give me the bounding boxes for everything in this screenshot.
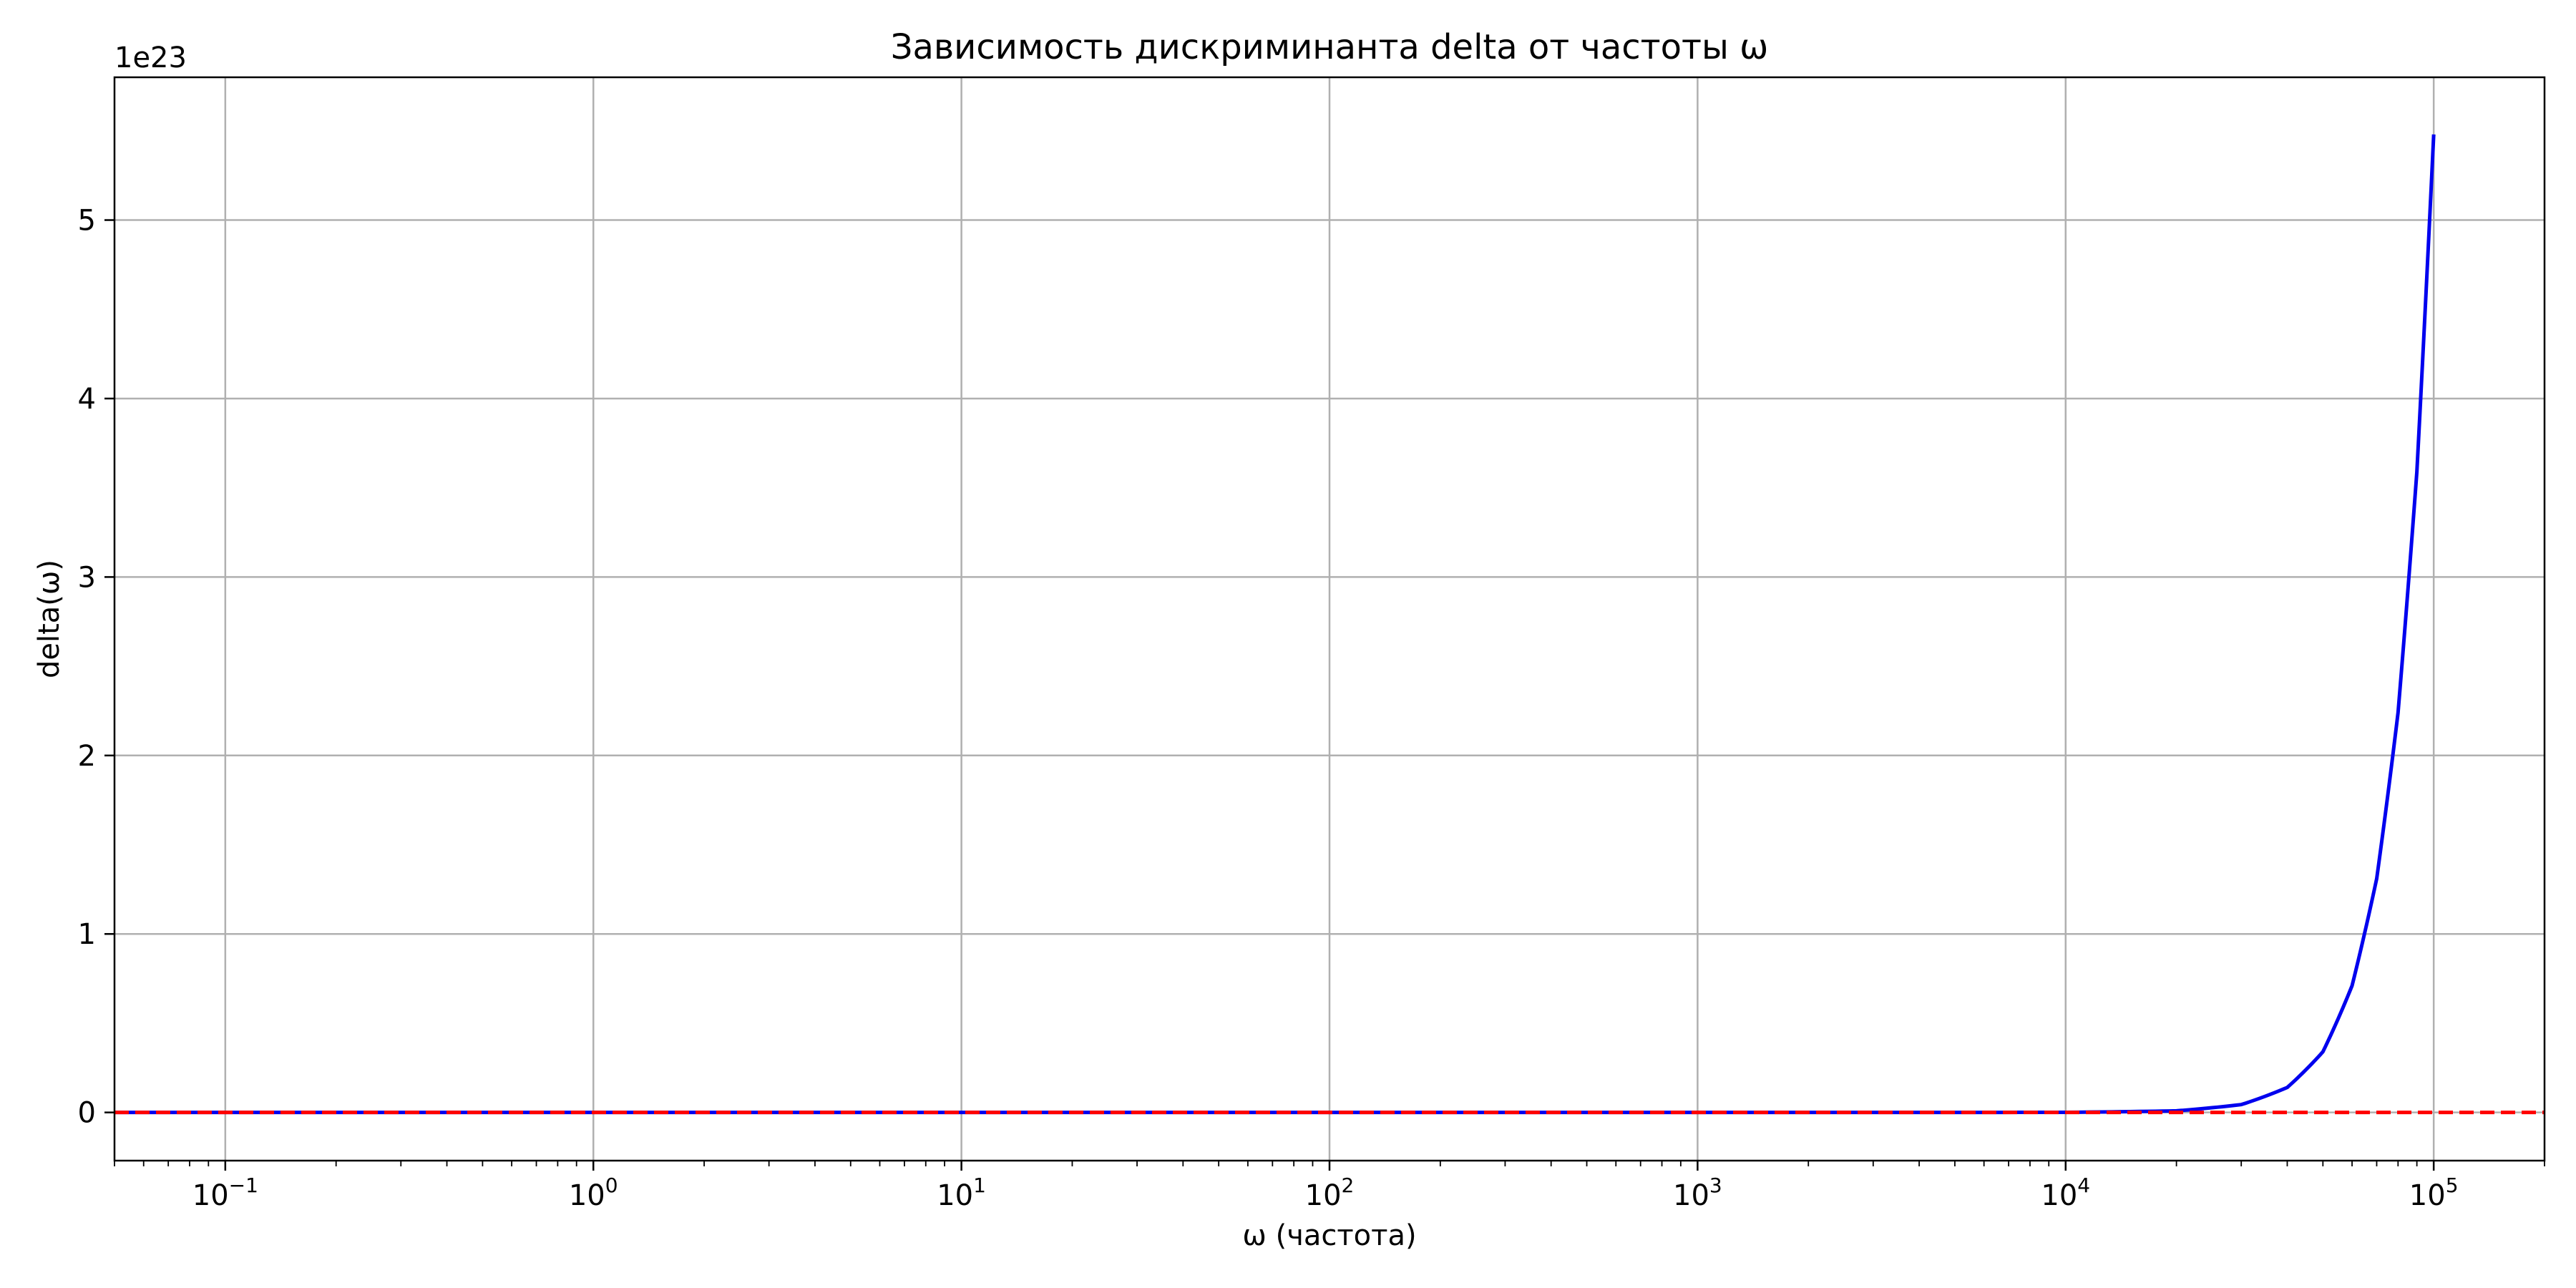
plot-series [114, 134, 2545, 1115]
x-tick-label: 103 [1673, 1174, 1722, 1212]
x-tick-label: 105 [2409, 1174, 2459, 1212]
tick-labels: 10−1 100 101 102 103 104 105 0 1 2 3 4 5 [78, 205, 2459, 1212]
x-tick-label: 10−1 [192, 1174, 258, 1212]
y-tick-label: 4 [78, 383, 96, 416]
x-tick-label: 101 [937, 1174, 986, 1212]
x-axis-label: ω (частота) [1242, 1219, 1416, 1252]
y-tick-label: 5 [78, 205, 96, 238]
y-tick-label: 3 [78, 561, 96, 594]
chart-title: Зависимость дискриминанта delta от часто… [891, 27, 1769, 67]
y-tick-label: 0 [78, 1097, 96, 1130]
x-tick-label: 100 [569, 1174, 618, 1212]
y-offset-label: 1e23 [114, 42, 187, 74]
x-tick-label: 104 [2041, 1174, 2090, 1212]
grid [114, 77, 2545, 1161]
y-tick-label: 1 [78, 918, 96, 951]
x-tick-label: 102 [1305, 1174, 1355, 1212]
y-axis-label: delta(ω) [33, 560, 66, 678]
y-tick-label: 2 [78, 740, 96, 773]
axis-ticks [104, 219, 2545, 1171]
